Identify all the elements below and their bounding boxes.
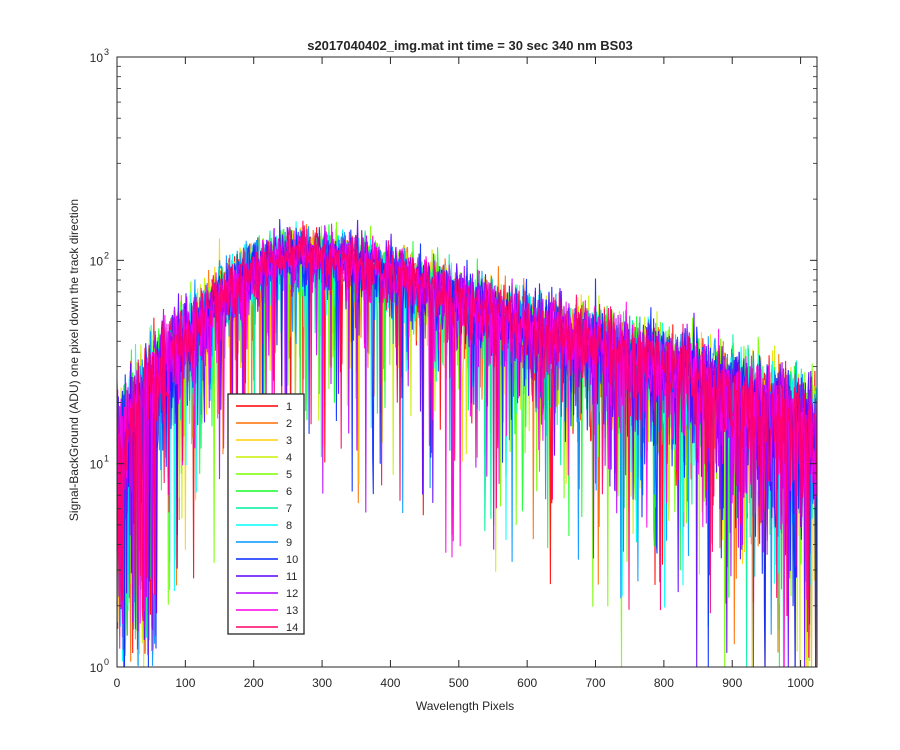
y-tick-label: 10 2 — [90, 250, 109, 268]
legend-label: 11 — [286, 571, 297, 583]
y-tick-base: 10 — [90, 51, 104, 65]
y-tick-exponent: 0 — [104, 657, 109, 667]
y-tick-label: 10 1 — [90, 454, 109, 472]
y-axis-label: Signal-BackGround (ADU) one pixel down t… — [67, 199, 81, 521]
legend-item: 8 — [236, 520, 292, 532]
legend-label: 7 — [286, 503, 292, 515]
y-tick-base: 10 — [90, 458, 104, 472]
legend-item: 5 — [236, 469, 292, 481]
plot-area — [116, 56, 818, 668]
legend-label: 13 — [286, 605, 298, 617]
x-axis-label: Wavelength Pixels — [416, 699, 514, 713]
legend-label: 2 — [286, 418, 292, 430]
y-tick-exponent: 1 — [104, 454, 109, 464]
legend-item: 13 — [236, 605, 298, 617]
legend-label: 14 — [286, 622, 298, 634]
x-tick-label: 500 — [449, 676, 469, 690]
legend-item: 4 — [236, 452, 292, 464]
legend-label: 9 — [286, 537, 292, 549]
legend-item: 2 — [236, 418, 292, 430]
legend-label: 6 — [286, 486, 292, 498]
x-tick-label: 600 — [517, 676, 537, 690]
x-tick-label: 400 — [380, 676, 400, 690]
y-tick-exponent: 3 — [104, 47, 109, 57]
legend-label: 1 — [286, 401, 292, 413]
legend-item: 1 — [236, 401, 292, 413]
legend-item: 6 — [236, 486, 292, 498]
x-tick-label: 800 — [654, 676, 674, 690]
x-tick-label: 0 — [114, 676, 121, 690]
x-tick-label: 700 — [586, 676, 606, 690]
legend-item: 12 — [236, 588, 298, 600]
legend-label: 5 — [286, 469, 292, 481]
legend-item: 11 — [236, 571, 297, 583]
chart-title: s2017040402_img.mat int time = 30 sec 34… — [307, 38, 633, 53]
series-layer — [116, 218, 817, 668]
x-tick-label: 900 — [722, 676, 742, 690]
legend-label: 3 — [286, 435, 292, 447]
x-tick-label: 1000 — [787, 676, 814, 690]
legend-label: 4 — [286, 452, 292, 464]
legend-label: 8 — [286, 520, 292, 532]
legend-item: 3 — [236, 435, 292, 447]
y-tick-exponent: 2 — [104, 250, 109, 260]
legend-item: 9 — [236, 537, 292, 549]
legend-label: 10 — [286, 554, 298, 566]
y-tick-base: 10 — [90, 661, 104, 675]
series-line — [116, 220, 817, 658]
x-tick-label: 100 — [175, 676, 195, 690]
y-tick-base: 10 — [90, 254, 104, 268]
x-axis: 0 100 200 300 400 500 600 700 800 900 1000 — [114, 57, 814, 690]
y-tick-label: 10 3 — [90, 47, 109, 65]
x-tick-label: 200 — [244, 676, 264, 690]
y-tick-label: 10 0 — [90, 657, 109, 675]
legend-label: 12 — [286, 588, 298, 600]
x-tick-label: 300 — [312, 676, 332, 690]
legend-item: 14 — [236, 622, 298, 634]
legend-item: 7 — [236, 503, 292, 515]
legend-item: 10 — [236, 554, 298, 566]
